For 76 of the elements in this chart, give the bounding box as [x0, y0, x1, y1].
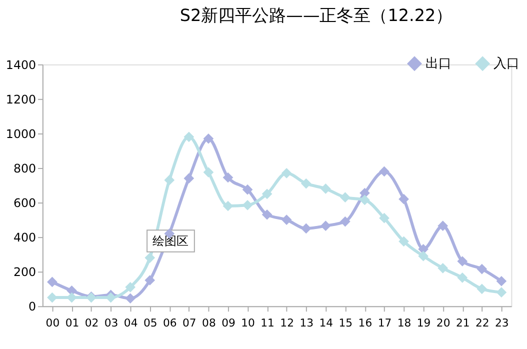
x-tick-label: 05: [143, 316, 158, 330]
point: [457, 272, 468, 283]
y-tick-label: 800: [13, 161, 36, 176]
x-tick-label: 04: [124, 316, 138, 330]
x-tick-label: 16: [358, 316, 372, 330]
point: [300, 223, 312, 234]
x-tick-label: 03: [104, 316, 118, 330]
point: [496, 276, 507, 286]
point: [300, 178, 312, 189]
point: [398, 194, 409, 204]
y-tick-label: 1200: [6, 92, 36, 106]
point: [320, 184, 331, 194]
x-tick-label: 12: [280, 316, 294, 330]
y-tick-label: 600: [13, 196, 36, 210]
x-tick-label: 18: [397, 316, 412, 330]
point: [496, 287, 507, 298]
point: [222, 172, 234, 183]
point: [476, 264, 488, 274]
y-tick-label: 200: [13, 265, 36, 280]
chart-title: S2新四平公路——正冬至（12.22）: [180, 4, 453, 25]
y-tick-label: 1400: [6, 58, 36, 72]
point: [457, 256, 468, 266]
point: [203, 167, 214, 178]
x-tick-label: 14: [319, 316, 334, 330]
legend-label: 入口: [493, 56, 520, 72]
point: [320, 220, 331, 232]
point: [281, 168, 292, 178]
x-tick-label: 20: [436, 316, 450, 330]
point: [262, 209, 272, 220]
point: [476, 284, 488, 294]
point: [47, 276, 58, 288]
point: [379, 212, 390, 224]
point: [379, 166, 390, 177]
point: [144, 275, 156, 286]
point: [262, 188, 272, 200]
legend-label: 出口: [425, 56, 452, 72]
point: [222, 200, 234, 212]
point: [242, 184, 253, 195]
point: [398, 236, 409, 247]
point: [360, 194, 370, 206]
point: [184, 132, 194, 142]
x-tick-label: 01: [65, 316, 80, 330]
x-tick-label: 09: [222, 316, 236, 330]
x-tick-label: 15: [338, 316, 353, 330]
point: [184, 173, 194, 184]
x-tick-label: 00: [46, 316, 60, 330]
point: [281, 214, 292, 225]
x-tick-label: 13: [300, 316, 314, 330]
point: [164, 174, 175, 186]
point: [340, 192, 350, 203]
point: [106, 292, 116, 303]
point: [66, 292, 77, 303]
x-tick-label: 21: [456, 316, 470, 330]
point: [242, 200, 253, 210]
point: [340, 216, 350, 227]
point: [125, 282, 136, 292]
y-tick-label: 1000: [6, 126, 36, 141]
x-tick-label: 19: [416, 316, 431, 330]
point: [125, 293, 136, 304]
point: [47, 292, 58, 303]
x-tick-label: 11: [260, 316, 274, 330]
x-tick-label: 22: [476, 316, 490, 330]
point: [203, 133, 214, 144]
point: [144, 252, 156, 263]
x-tick-label: 07: [182, 316, 196, 330]
point: [418, 250, 428, 262]
x-tick-label: 08: [202, 316, 216, 330]
point: [438, 220, 448, 232]
x-tick-label: 02: [84, 316, 99, 330]
point: [438, 262, 448, 274]
x-tick-label: 23: [495, 316, 509, 330]
x-tick-label: 17: [378, 316, 392, 330]
y-tick-label: 0: [28, 300, 36, 314]
y-tick-label: 400: [13, 230, 36, 245]
x-tick-label: 10: [241, 316, 256, 330]
x-tick-label: 06: [162, 316, 177, 330]
